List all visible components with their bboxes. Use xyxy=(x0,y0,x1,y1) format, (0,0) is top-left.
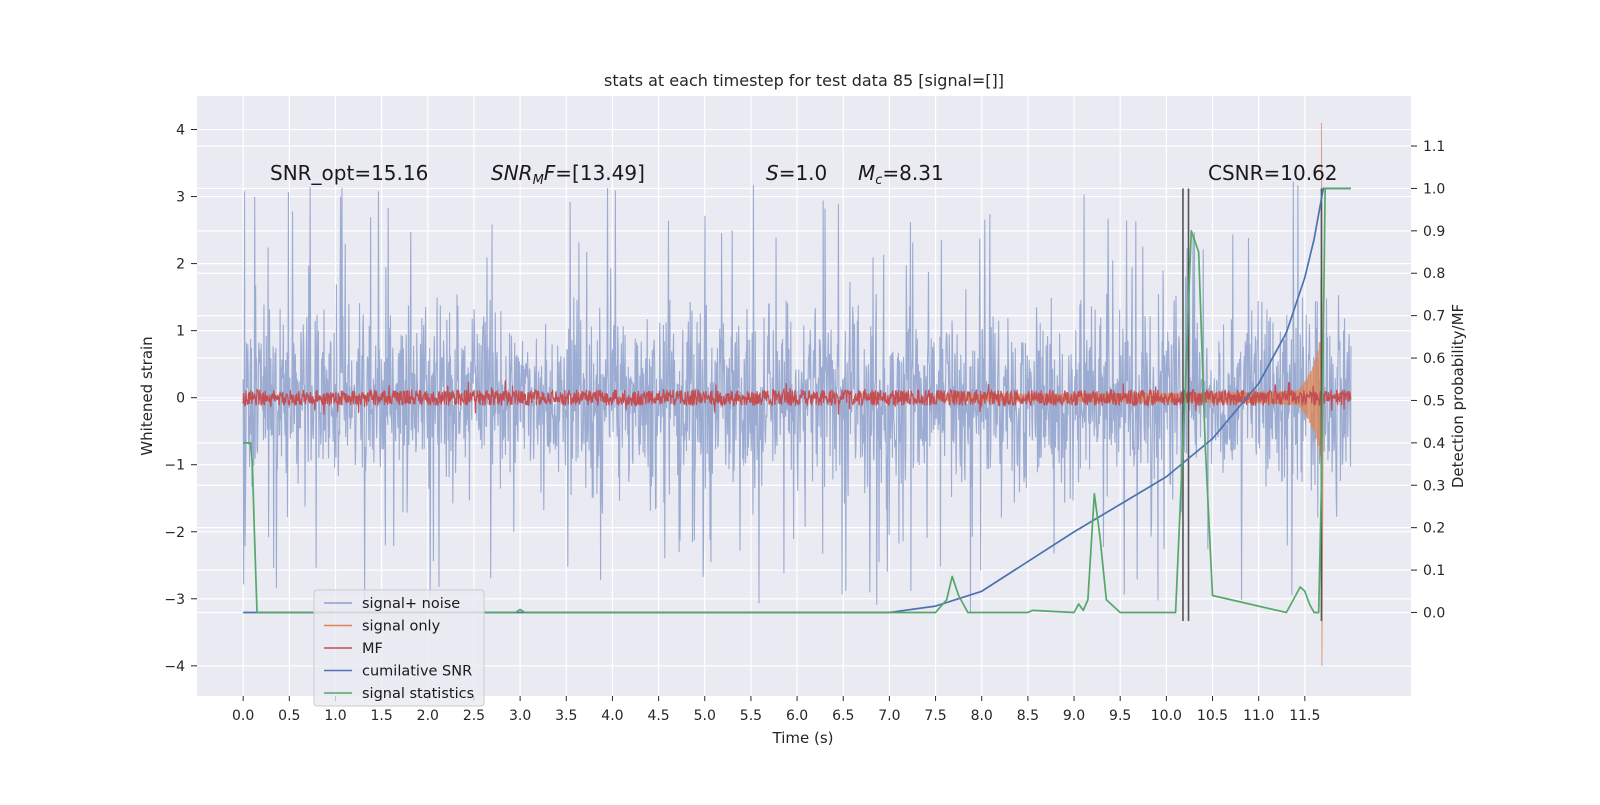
x-tick-label: 3.5 xyxy=(555,708,577,724)
x-axis-label: Time (s) xyxy=(772,729,834,747)
y-right-tick-label: 0.9 xyxy=(1423,224,1445,240)
x-tick-label: 4.0 xyxy=(601,708,623,724)
x-axis-ticks: 0.0 0.5 1.0 1.5 2.0 2.5 3.0 3.5 4.0 4.5 5.0 5.5 6.0 6… xyxy=(232,696,1320,724)
legend-label: MF xyxy=(362,641,383,657)
legend-box xyxy=(313,589,485,707)
x-tick-label: 1.5 xyxy=(371,708,393,724)
annotation-s-rest: =1.0 xyxy=(779,161,828,185)
y-tick-label: −4 xyxy=(164,659,185,675)
y-tick-label: 0 xyxy=(176,391,185,407)
y-tick-label: 3 xyxy=(176,190,185,206)
y-right-tick-label: 0.0 xyxy=(1423,605,1445,621)
y-tick-label: 1 xyxy=(176,324,185,340)
annotation-snr-mf-rest: =[13.49] xyxy=(555,161,645,185)
annotation-snr-mf-main: SNR xyxy=(491,161,533,185)
annotation-snr-opt: SNR_opt=15.16 xyxy=(270,161,428,185)
series-cumulative-snr xyxy=(243,187,1351,614)
y-right-tick-label: 1.0 xyxy=(1423,181,1445,197)
series-signal-statistics xyxy=(243,187,1351,614)
x-tick-label: 7.0 xyxy=(878,708,900,724)
annotation-snr-mf: SNRMF=[13.49] xyxy=(491,161,645,188)
annotation-snr-mf-rest-italic: F xyxy=(544,161,556,185)
y-axis-ticks: 4 3 2 1 0 −1 −2 −3 −4 xyxy=(164,123,197,675)
x-tick-label: 5.0 xyxy=(694,708,716,724)
y-right-tick-label: 0.8 xyxy=(1423,266,1445,282)
x-tick-label: 8.0 xyxy=(971,708,993,724)
x-tick-label: 0.0 xyxy=(232,708,254,724)
y-tick-label: −2 xyxy=(164,525,185,541)
x-tick-label: 0.5 xyxy=(278,708,300,724)
chart-title: stats at each timestep for test data 85 … xyxy=(604,71,1004,90)
x-tick-label: 6.5 xyxy=(832,708,854,724)
y-tick-label: 4 xyxy=(176,123,185,139)
y-right-tick-label: 1.1 xyxy=(1423,139,1445,155)
annotation-s: S=1.0 xyxy=(766,161,827,185)
x-tick-label: 9.5 xyxy=(1109,708,1131,724)
annotation-mc-main: M xyxy=(858,161,875,185)
annotation-snr-mf-sub: M xyxy=(533,173,544,188)
annotation-csnr: CSNR=10.62 xyxy=(1208,161,1338,185)
legend-label: signal only xyxy=(362,619,441,635)
y-right-axis-label: Detection probability/MF xyxy=(1449,304,1467,488)
annotation-mc: Mc=8.31 xyxy=(858,161,944,188)
x-tick-label: 11.0 xyxy=(1243,708,1274,724)
x-tick-label: 10.5 xyxy=(1197,708,1228,724)
legend: signal+ noise signal only MF cumilative SNR… xyxy=(313,589,485,707)
x-tick-label: 11.5 xyxy=(1289,708,1320,724)
y-right-tick-label: 0.3 xyxy=(1423,478,1445,494)
legend-label: signal+ noise xyxy=(362,596,460,612)
x-tick-label: 5.5 xyxy=(740,708,762,724)
y-axis-label: Whitened strain xyxy=(138,336,156,455)
x-tick-label: 8.5 xyxy=(1017,708,1039,724)
x-tick-label: 9.0 xyxy=(1063,708,1085,724)
x-tick-label: 2.5 xyxy=(463,708,485,724)
y-right-axis-ticks: 1.1 1.0 0.9 0.8 0.7 0.6 0.5 0.4 0.3 0.2 0.1 0.0 xyxy=(1411,139,1445,621)
y-tick-label: −3 xyxy=(164,592,185,608)
x-tick-label: 3.0 xyxy=(509,708,531,724)
legend-label: cumilative SNR xyxy=(362,664,472,680)
y-tick-label: −1 xyxy=(164,458,185,474)
y-tick-label: 2 xyxy=(176,257,185,273)
y-right-tick-label: 0.4 xyxy=(1423,436,1445,452)
annotation-s-main: S xyxy=(766,161,779,185)
legend-label: signal statistics xyxy=(362,686,474,702)
x-tick-label: 7.5 xyxy=(924,708,946,724)
series-layer xyxy=(242,122,1352,666)
annotation-mc-rest: =8.31 xyxy=(882,161,943,185)
x-tick-label: 2.0 xyxy=(417,708,439,724)
y-right-tick-label: 0.5 xyxy=(1423,393,1445,409)
x-tick-label: 1.0 xyxy=(324,708,346,724)
y-right-tick-label: 0.6 xyxy=(1423,351,1445,367)
y-right-tick-label: 0.2 xyxy=(1423,521,1445,537)
x-tick-label: 6.0 xyxy=(786,708,808,724)
y-right-tick-label: 0.1 xyxy=(1423,563,1445,579)
annotation-mc-sub: c xyxy=(875,173,882,188)
x-tick-label: 4.5 xyxy=(647,708,669,724)
y-right-tick-label: 0.7 xyxy=(1423,309,1445,325)
x-tick-label: 10.0 xyxy=(1151,708,1182,724)
